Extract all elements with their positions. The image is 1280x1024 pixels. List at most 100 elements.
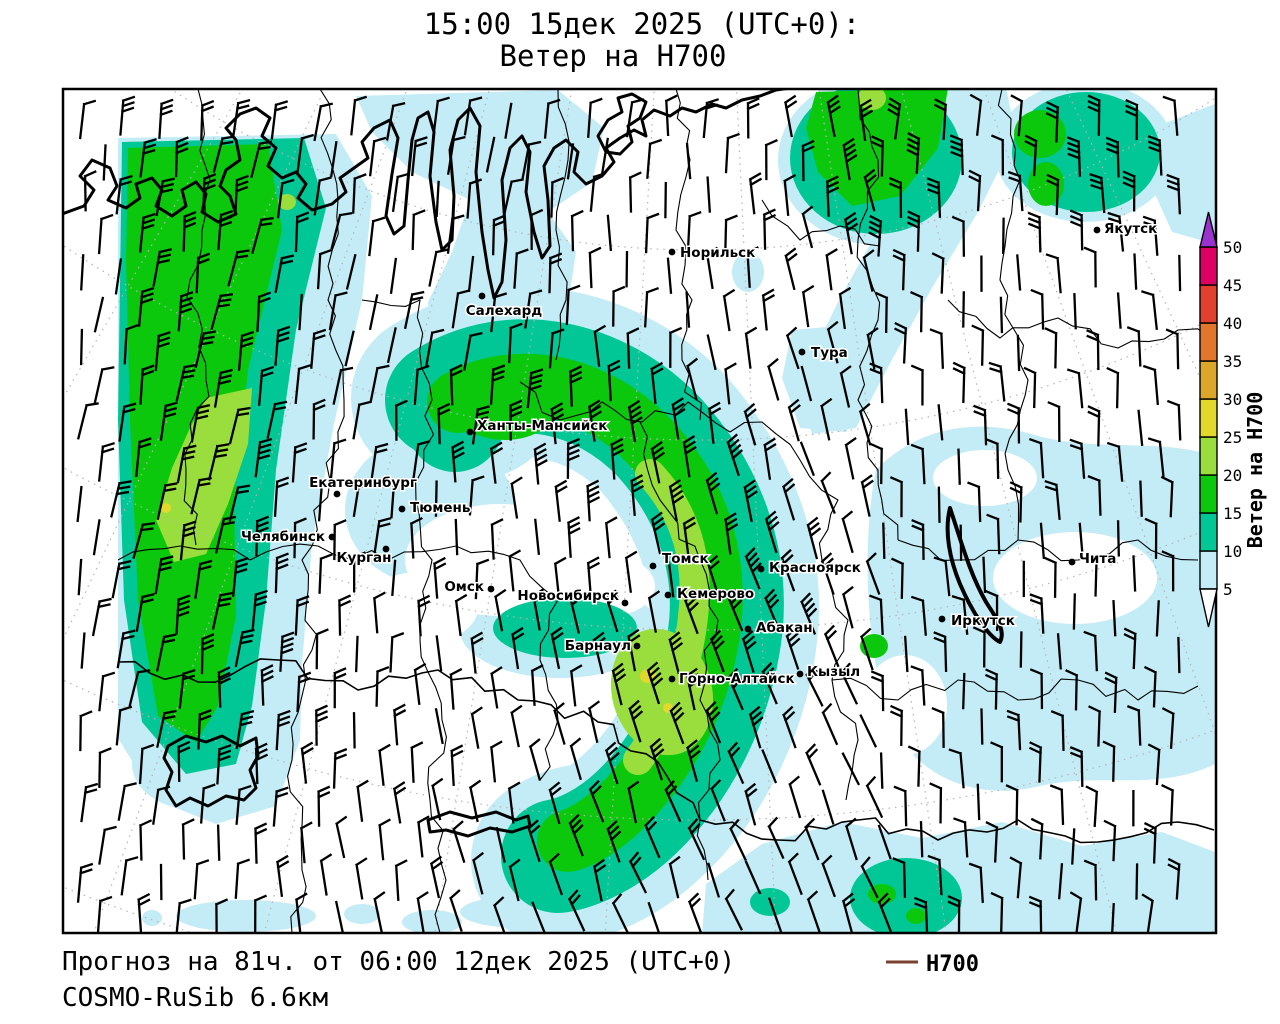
- wind-barb: [782, 705, 797, 749]
- wind-barb: [820, 471, 836, 515]
- colorbar-under-arrow: [1199, 588, 1218, 628]
- wind-barb: [859, 98, 874, 142]
- wind-barb: [744, 860, 762, 895]
- wind-barb: [466, 178, 483, 219]
- wind-barb: [1137, 409, 1144, 446]
- wind-barb: [767, 897, 783, 933]
- wind-barb: [528, 738, 542, 781]
- wind-barb: [839, 365, 852, 408]
- wind-barb: [1027, 211, 1042, 253]
- wind-barb: [138, 743, 155, 785]
- wind-barb: [628, 699, 644, 743]
- wind-barb: [378, 818, 391, 861]
- wind-barb: [181, 818, 195, 860]
- city-layer: Норильск Салехард Тура Ханты-Мансийск Екатер…: [240, 220, 1159, 689]
- wind-barb: [841, 892, 856, 933]
- wind-barb: [926, 177, 942, 218]
- wind-barb: [821, 789, 835, 825]
- wind-barb: [761, 662, 778, 705]
- city-Абакан: Абакан: [744, 619, 814, 638]
- wind-barb: [449, 363, 463, 406]
- wind-barb: [317, 785, 331, 827]
- wind-barb: [507, 781, 521, 824]
- wind-barb: [683, 591, 699, 635]
- wind-barb: [947, 895, 961, 933]
- wind-barb: [329, 438, 347, 479]
- wind-barb: [255, 515, 270, 557]
- wind-barb: [1143, 822, 1158, 864]
- wind-barb: [1057, 863, 1064, 900]
- page-title-line2: Ветер на H700: [500, 39, 727, 73]
- wind-barb: [1106, 441, 1124, 482]
- wind-barb: [745, 246, 759, 288]
- city-marker: [333, 490, 341, 498]
- wind-barb: [1089, 173, 1106, 214]
- wind-barb: [1103, 819, 1117, 862]
- colorbar-tick-label: 35: [1223, 352, 1242, 371]
- wind-barb: [800, 365, 813, 402]
- wind-barb: [1083, 246, 1097, 288]
- wind-barb: [117, 782, 137, 821]
- wind-barb: [1083, 630, 1099, 672]
- wind-barb: [138, 212, 156, 253]
- wind-barb: [175, 363, 197, 402]
- wind-barb: [1105, 136, 1120, 178]
- wind-barb: [521, 140, 542, 180]
- wind-barb: [877, 892, 894, 933]
- wind-barb: [216, 744, 232, 785]
- wind-barb: [744, 326, 758, 369]
- wind-barb: [906, 132, 921, 174]
- wind-barb: [761, 288, 776, 331]
- wind-barb: [1087, 475, 1102, 516]
- wind-barb: [431, 777, 444, 821]
- wind-barb: [194, 330, 216, 369]
- wind-barb: [296, 133, 314, 174]
- wind-barb: [972, 626, 987, 668]
- wind-barb: [879, 752, 884, 789]
- wind-barb: [1102, 740, 1116, 782]
- wind-barb: [98, 747, 112, 788]
- wind-barb: [1029, 668, 1044, 710]
- wind-barb: [417, 594, 431, 637]
- admin-border-line: [287, 89, 345, 933]
- wind-barb: [139, 364, 155, 405]
- colorbar-cell: [1199, 550, 1218, 590]
- wind-barb: [350, 95, 368, 136]
- wind-barb: [152, 785, 171, 825]
- wind-barb: [508, 549, 522, 592]
- wind-barb: [904, 408, 910, 446]
- wind-barb: [352, 400, 372, 440]
- wind-barb: [1047, 401, 1061, 443]
- wind-barb: [948, 748, 965, 789]
- wind-barb: [1166, 173, 1182, 215]
- wind-barb: [783, 173, 797, 216]
- wind-barb: [76, 485, 83, 523]
- wind-barb: [389, 632, 405, 673]
- city-label: Абакан: [756, 620, 813, 636]
- city-marker: [633, 642, 641, 650]
- wind-barb: [825, 175, 840, 217]
- wind-barb: [176, 444, 197, 484]
- colorbar-cell: [1199, 436, 1218, 476]
- wind-barb: [570, 209, 584, 252]
- city-marker: [478, 292, 486, 300]
- city-marker: [938, 615, 946, 623]
- wind-barb: [826, 320, 839, 364]
- wind-barb: [668, 326, 683, 368]
- wind-barb: [369, 364, 390, 403]
- wind-barb: [330, 212, 353, 250]
- wind-barb: [119, 95, 136, 136]
- wind-barb: [820, 397, 833, 441]
- wind-barb: [985, 438, 1000, 479]
- wind-barb: [553, 556, 567, 599]
- city-marker: [664, 591, 672, 599]
- wind-barb: [79, 328, 84, 366]
- admin-border-line: [699, 817, 1215, 844]
- wind-barb: [178, 669, 196, 709]
- wind-barb: [588, 779, 605, 823]
- wind-barb: [511, 626, 525, 670]
- wind-barb: [706, 176, 712, 213]
- wind-barbs: [76, 93, 1182, 933]
- wind-barb: [569, 664, 583, 707]
- wind-barb: [806, 516, 822, 560]
